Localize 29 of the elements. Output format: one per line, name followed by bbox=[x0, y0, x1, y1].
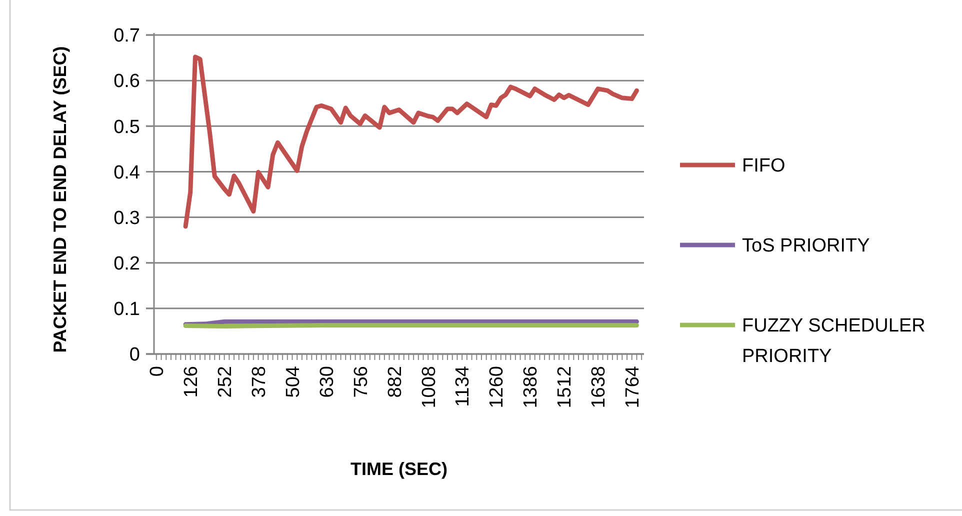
x-tick-label: 1512 bbox=[554, 366, 576, 408]
x-tick-label: 126 bbox=[181, 366, 202, 398]
x-tick-label: 1134 bbox=[452, 366, 474, 407]
y-tick-label: 0.2 bbox=[114, 254, 140, 275]
x-tick-label: 0 bbox=[147, 366, 168, 377]
y-tick-label: 0.4 bbox=[114, 162, 140, 184]
legend-label: FIFO bbox=[742, 156, 786, 177]
y-tick-label: 0.7 bbox=[114, 26, 140, 47]
x-tick-label: 504 bbox=[282, 366, 304, 398]
line-series bbox=[183, 54, 639, 229]
x-tick-label: 756 bbox=[350, 366, 372, 398]
x-axis-title: TIME (SEC) bbox=[350, 459, 448, 479]
y-tick-label: 0.5 bbox=[114, 116, 140, 138]
x-tick-label: 882 bbox=[384, 366, 406, 398]
x-tick-label: 378 bbox=[248, 366, 270, 398]
legend-label: FUZZY SCHEDULER PRIORITY bbox=[742, 316, 926, 368]
y-tick-label: 0.6 bbox=[114, 71, 140, 92]
x-tick-label: 1008 bbox=[418, 366, 440, 408]
x-tick-label: 1764 bbox=[622, 366, 644, 408]
x-tick-label: 630 bbox=[316, 366, 338, 398]
y-tick-label: 0 bbox=[129, 344, 140, 366]
x-tick-label: 1260 bbox=[486, 366, 508, 408]
x-tick-label: 1638 bbox=[588, 366, 610, 408]
y-axis-title: PACKET END TO END DELAY (SEC) bbox=[50, 46, 70, 353]
y-tick-label: 0.1 bbox=[114, 299, 140, 320]
x-tick-label: 1386 bbox=[520, 366, 542, 408]
y-tick-label: 0.3 bbox=[114, 208, 140, 229]
legend-label: ToS PRIORITY bbox=[742, 236, 870, 257]
x-tick-label: 252 bbox=[214, 366, 236, 398]
